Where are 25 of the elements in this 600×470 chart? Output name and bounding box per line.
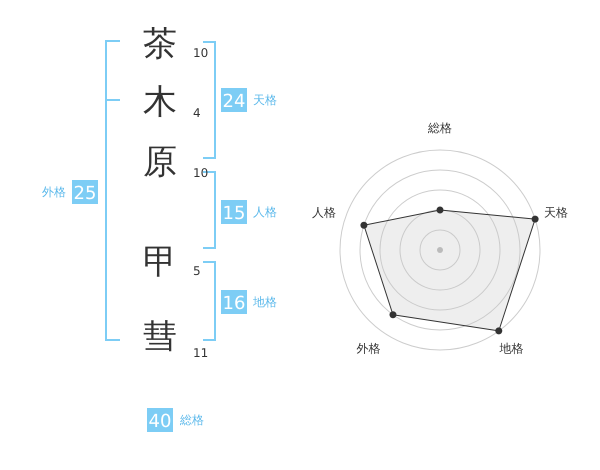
text: 人格 (253, 205, 277, 219)
text: 10 (193, 166, 208, 180)
text: 10 (193, 46, 208, 60)
text: 40 (148, 411, 172, 432)
spoke-label: 地格 (498, 342, 524, 356)
text: 24 (222, 91, 246, 112)
text: 15 (222, 203, 246, 224)
text: 原 (143, 142, 177, 182)
spoke-label: 総格 (427, 121, 452, 135)
text: 天格 (253, 93, 277, 107)
text: 5 (193, 264, 201, 278)
text: 外格 (42, 185, 66, 199)
spoke-label: 天格 (544, 205, 568, 220)
text: 11 (193, 346, 208, 360)
spoke-label: 人格 (312, 205, 336, 220)
text: 甲 (143, 242, 177, 282)
text: 木 (143, 82, 177, 122)
text: 25 (74, 183, 96, 204)
text: 地格 (252, 295, 277, 309)
text: 16 (222, 293, 246, 314)
text: 彗 (143, 317, 177, 357)
spoke-label: 外格 (356, 342, 380, 356)
text: 総格 (179, 413, 204, 427)
text: 茶 (143, 24, 177, 64)
text: 4 (193, 106, 201, 120)
